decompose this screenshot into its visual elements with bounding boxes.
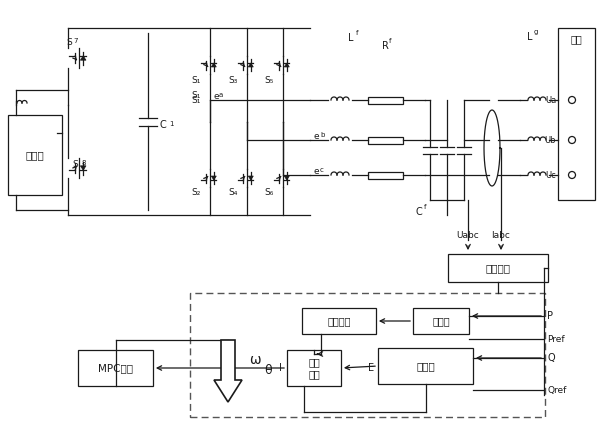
Polygon shape — [248, 176, 253, 180]
Text: Ua: Ua — [544, 96, 556, 105]
Bar — [448, 254, 548, 282]
Text: S: S — [66, 37, 72, 46]
Text: e: e — [314, 167, 320, 176]
Text: 功率计算: 功率计算 — [486, 263, 510, 273]
Bar — [558, 28, 595, 200]
Text: E: E — [368, 363, 374, 373]
Text: Ub: Ub — [544, 136, 556, 144]
Text: e: e — [314, 131, 320, 141]
Text: b: b — [320, 132, 325, 138]
Bar — [8, 115, 62, 195]
Polygon shape — [248, 63, 253, 67]
Bar — [368, 136, 403, 144]
Text: S: S — [72, 159, 78, 168]
Text: e: e — [213, 91, 219, 100]
Text: θ: θ — [264, 363, 272, 377]
Text: S₆: S₆ — [264, 187, 274, 196]
Polygon shape — [285, 176, 289, 180]
Text: MPC控制: MPC控制 — [98, 363, 133, 373]
Bar — [287, 350, 341, 386]
Text: L: L — [348, 33, 353, 43]
Polygon shape — [285, 63, 289, 67]
Text: I: I — [279, 363, 282, 373]
Bar — [413, 308, 469, 334]
FancyArrow shape — [214, 340, 242, 402]
Bar — [368, 172, 403, 178]
Text: c: c — [320, 167, 324, 173]
Polygon shape — [80, 56, 86, 60]
Polygon shape — [211, 176, 216, 180]
Text: a: a — [219, 92, 223, 98]
Text: S₁: S₁ — [191, 76, 201, 85]
Bar — [190, 293, 545, 417]
Text: 8: 8 — [81, 160, 86, 166]
Text: Pref: Pref — [547, 334, 565, 343]
Text: S₄: S₄ — [228, 187, 238, 196]
Text: 电动车: 电动车 — [26, 150, 44, 160]
Text: S₂: S₂ — [191, 187, 201, 196]
Text: Q: Q — [547, 353, 555, 363]
Text: 7: 7 — [73, 38, 77, 44]
Text: f: f — [389, 38, 392, 44]
Polygon shape — [80, 166, 86, 170]
Polygon shape — [211, 63, 216, 67]
Text: 电网: 电网 — [571, 34, 582, 44]
Text: 1: 1 — [169, 121, 174, 127]
Text: Uc: Uc — [545, 170, 556, 179]
Text: C: C — [416, 207, 423, 217]
Text: 调速器: 调速器 — [432, 316, 450, 326]
Text: Qref: Qref — [547, 385, 567, 394]
Text: g: g — [534, 29, 539, 35]
Text: S₅: S₅ — [264, 76, 274, 85]
Text: S₃: S₃ — [228, 76, 238, 85]
Bar — [78, 350, 153, 386]
Text: f: f — [356, 30, 358, 36]
Text: Iabc: Iabc — [492, 230, 510, 240]
Text: L: L — [527, 32, 533, 42]
Text: P: P — [547, 311, 553, 321]
Bar — [302, 308, 376, 334]
Text: ω: ω — [249, 353, 261, 367]
Text: R: R — [382, 41, 389, 51]
Text: S₁: S₁ — [191, 91, 201, 99]
Text: 电流
合成: 电流 合成 — [308, 357, 320, 379]
Text: S₁: S₁ — [191, 96, 201, 105]
Text: f: f — [424, 204, 426, 210]
Bar — [378, 348, 473, 384]
Text: 虚拟转子: 虚拟转子 — [327, 316, 351, 326]
Text: 调压器: 调压器 — [416, 361, 435, 371]
Text: Uabc: Uabc — [456, 230, 479, 240]
Text: C: C — [160, 120, 167, 130]
Bar — [368, 96, 403, 104]
